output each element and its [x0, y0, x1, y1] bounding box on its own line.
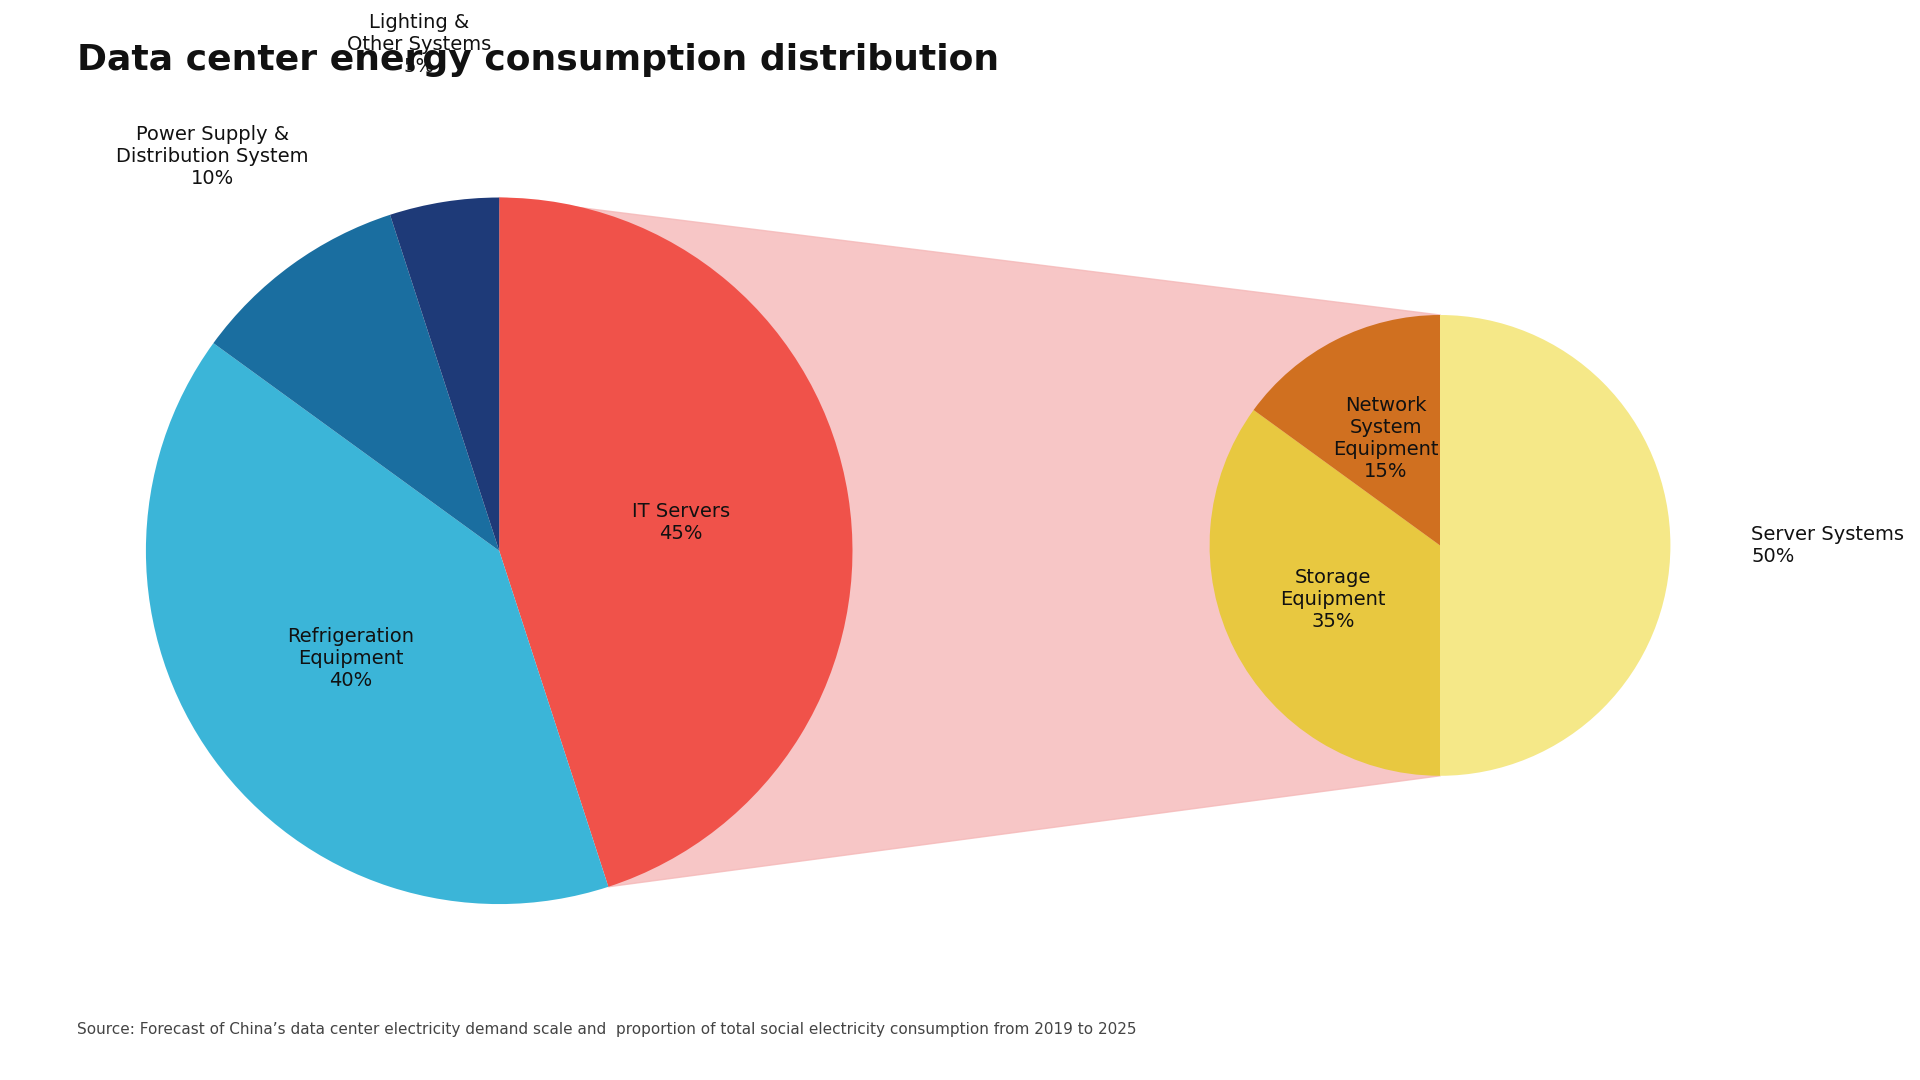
Text: Refrigeration
Equipment
40%: Refrigeration Equipment 40% — [288, 627, 415, 690]
Text: Lighting &
Other Systems
5%: Lighting & Other Systems 5% — [348, 13, 492, 77]
Text: Power Supply &
Distribution System
10%: Power Supply & Distribution System 10% — [117, 125, 309, 188]
Text: Storage
Equipment
35%: Storage Equipment 35% — [1281, 568, 1386, 632]
Wedge shape — [390, 198, 499, 551]
Wedge shape — [499, 198, 852, 887]
Wedge shape — [1254, 315, 1440, 545]
Text: Source: Forecast of China’s data center electricity demand scale and  proportion: Source: Forecast of China’s data center … — [77, 1022, 1137, 1037]
Polygon shape — [499, 198, 1440, 887]
Wedge shape — [1210, 410, 1440, 775]
Text: IT Servers
45%: IT Servers 45% — [632, 501, 730, 542]
Text: Network
System
Equipment
15%: Network System Equipment 15% — [1332, 396, 1438, 482]
Wedge shape — [1440, 315, 1670, 775]
Wedge shape — [213, 215, 499, 551]
Text: Data center energy consumption distribution: Data center energy consumption distribut… — [77, 43, 998, 77]
Text: Server Systems
50%: Server Systems 50% — [1751, 525, 1905, 566]
Wedge shape — [146, 343, 609, 904]
